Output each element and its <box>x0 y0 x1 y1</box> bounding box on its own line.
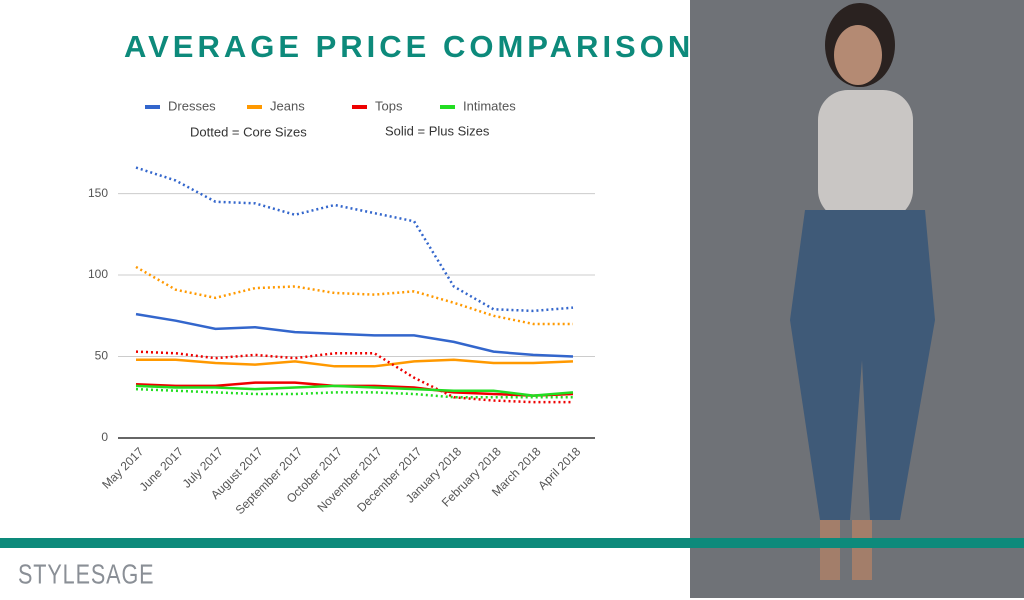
y-tick-label: 150 <box>88 186 108 200</box>
core-line <box>135 166 574 313</box>
chart-title: AVERAGE PRICE COMPARISON <box>124 29 694 64</box>
plus-line <box>135 312 574 358</box>
x-tick-label: April 2018 <box>535 444 583 492</box>
legend-label: Dresses <box>168 98 216 113</box>
y-tick-label: 100 <box>88 267 108 281</box>
plus-line <box>135 384 574 397</box>
core-line <box>135 350 573 404</box>
photo-figure <box>790 3 935 580</box>
legend-label: Jeans <box>270 98 305 113</box>
logo: STYLESAGE <box>18 560 154 590</box>
y-tick-label: 50 <box>95 349 109 363</box>
annotation: Dotted = Core Sizes <box>190 124 307 139</box>
x-tick-label: June 2017 <box>137 444 187 494</box>
annotation: Solid = Plus Sizes <box>385 123 490 138</box>
legend-label: Intimates <box>463 98 516 113</box>
legend-label: Tops <box>375 98 403 113</box>
core-line <box>135 265 573 326</box>
y-tick-label: 0 <box>101 430 108 444</box>
plus-line <box>136 358 574 368</box>
accent-band <box>0 538 1024 548</box>
